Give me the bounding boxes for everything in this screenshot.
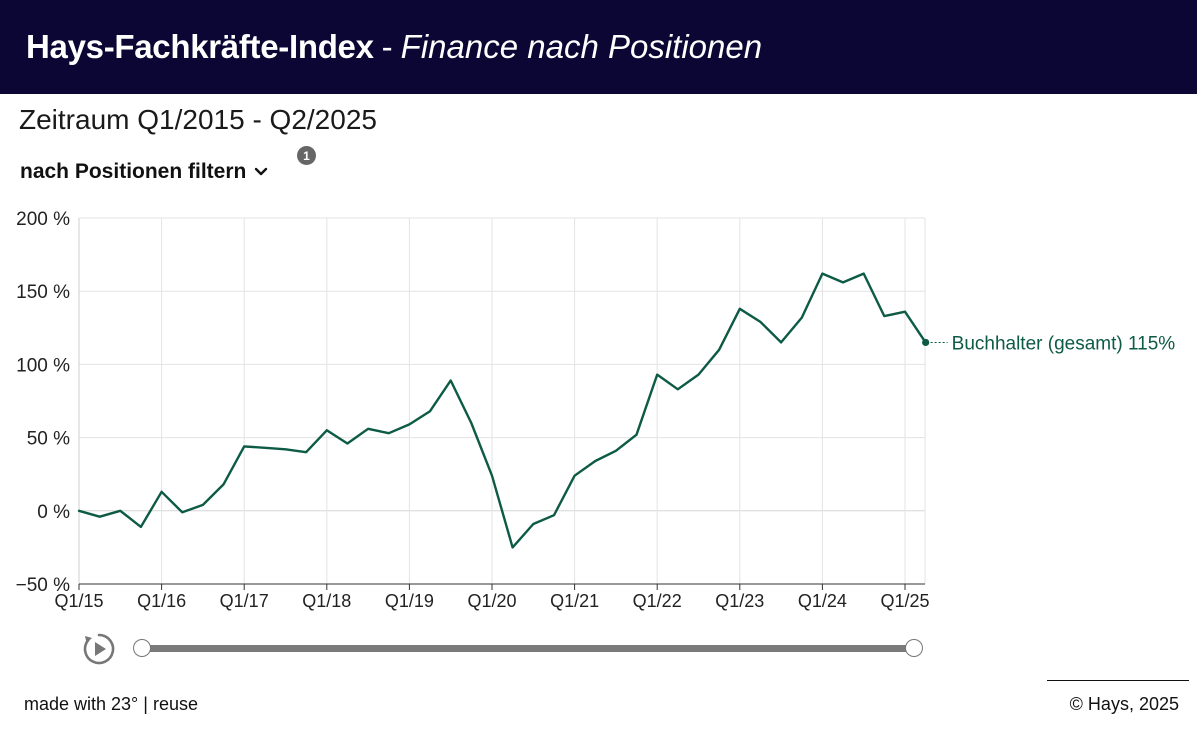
reuse-link[interactable]: reuse [152,694,199,714]
footer-divider: | [143,694,148,714]
x-tick-label: Q1/23 [715,591,764,611]
x-tick-label: Q1/20 [467,591,516,611]
timeline-end-handle[interactable] [905,639,923,657]
footer-rule [1047,680,1189,681]
x-tick-label: Q1/18 [302,591,351,611]
y-tick-label: 200 % [16,209,70,230]
y-tick-label: 50 % [27,429,70,450]
filter-count-badge: 1 [297,146,316,165]
header-title: Hays-Fachkräfte-Index [26,28,374,65]
header-separator: - [381,28,393,65]
line-chart: −50 % 0 % 50 % 100 % 150 % 200 % Q1/15 Q1/16 Q1/… [16,209,1176,611]
header-bar: Hays-Fachkräfte-Index - Finance nach Pos… [0,0,1197,94]
replay-play-icon[interactable] [82,632,116,666]
x-tick-label: Q1/19 [385,591,434,611]
series-line-buchhalter [77,272,927,549]
y-tick-label: 100 % [16,355,70,376]
x-tick-label: Q1/16 [137,591,186,611]
timeline-start-handle[interactable] [133,639,151,657]
x-tick-label: Q1/22 [633,591,682,611]
series-end-point [922,338,930,347]
chevron-down-icon [255,167,268,176]
made-with-link[interactable]: made with 23° [24,694,139,714]
period-label: Zeitraum Q1/2015 - Q2/2025 [19,104,377,135]
header-subtitle: Finance nach Positionen [400,28,763,65]
filter-label: nach Positionen filtern [20,160,247,183]
series-end-label: Buchhalter (gesamt) 115% [952,333,1176,354]
footer-credits: made with 23° | reuse [24,694,198,715]
x-tick-label: Q1/15 [54,591,103,611]
x-tick-label: Q1/24 [798,591,847,611]
x-tick-label: Q1/25 [880,591,929,611]
x-tick-label: Q1/21 [550,591,599,611]
y-tick-label: 150 % [16,282,70,303]
y-tick-label: −50 % [16,575,71,596]
x-tick-label: Q1/17 [220,591,269,611]
y-tick-label: 0 % [37,502,70,523]
copyright: © Hays, 2025 [1069,694,1179,714]
position-filter-dropdown[interactable]: nach Positionen filtern [20,160,268,184]
timeline-slider-track[interactable] [142,645,915,652]
